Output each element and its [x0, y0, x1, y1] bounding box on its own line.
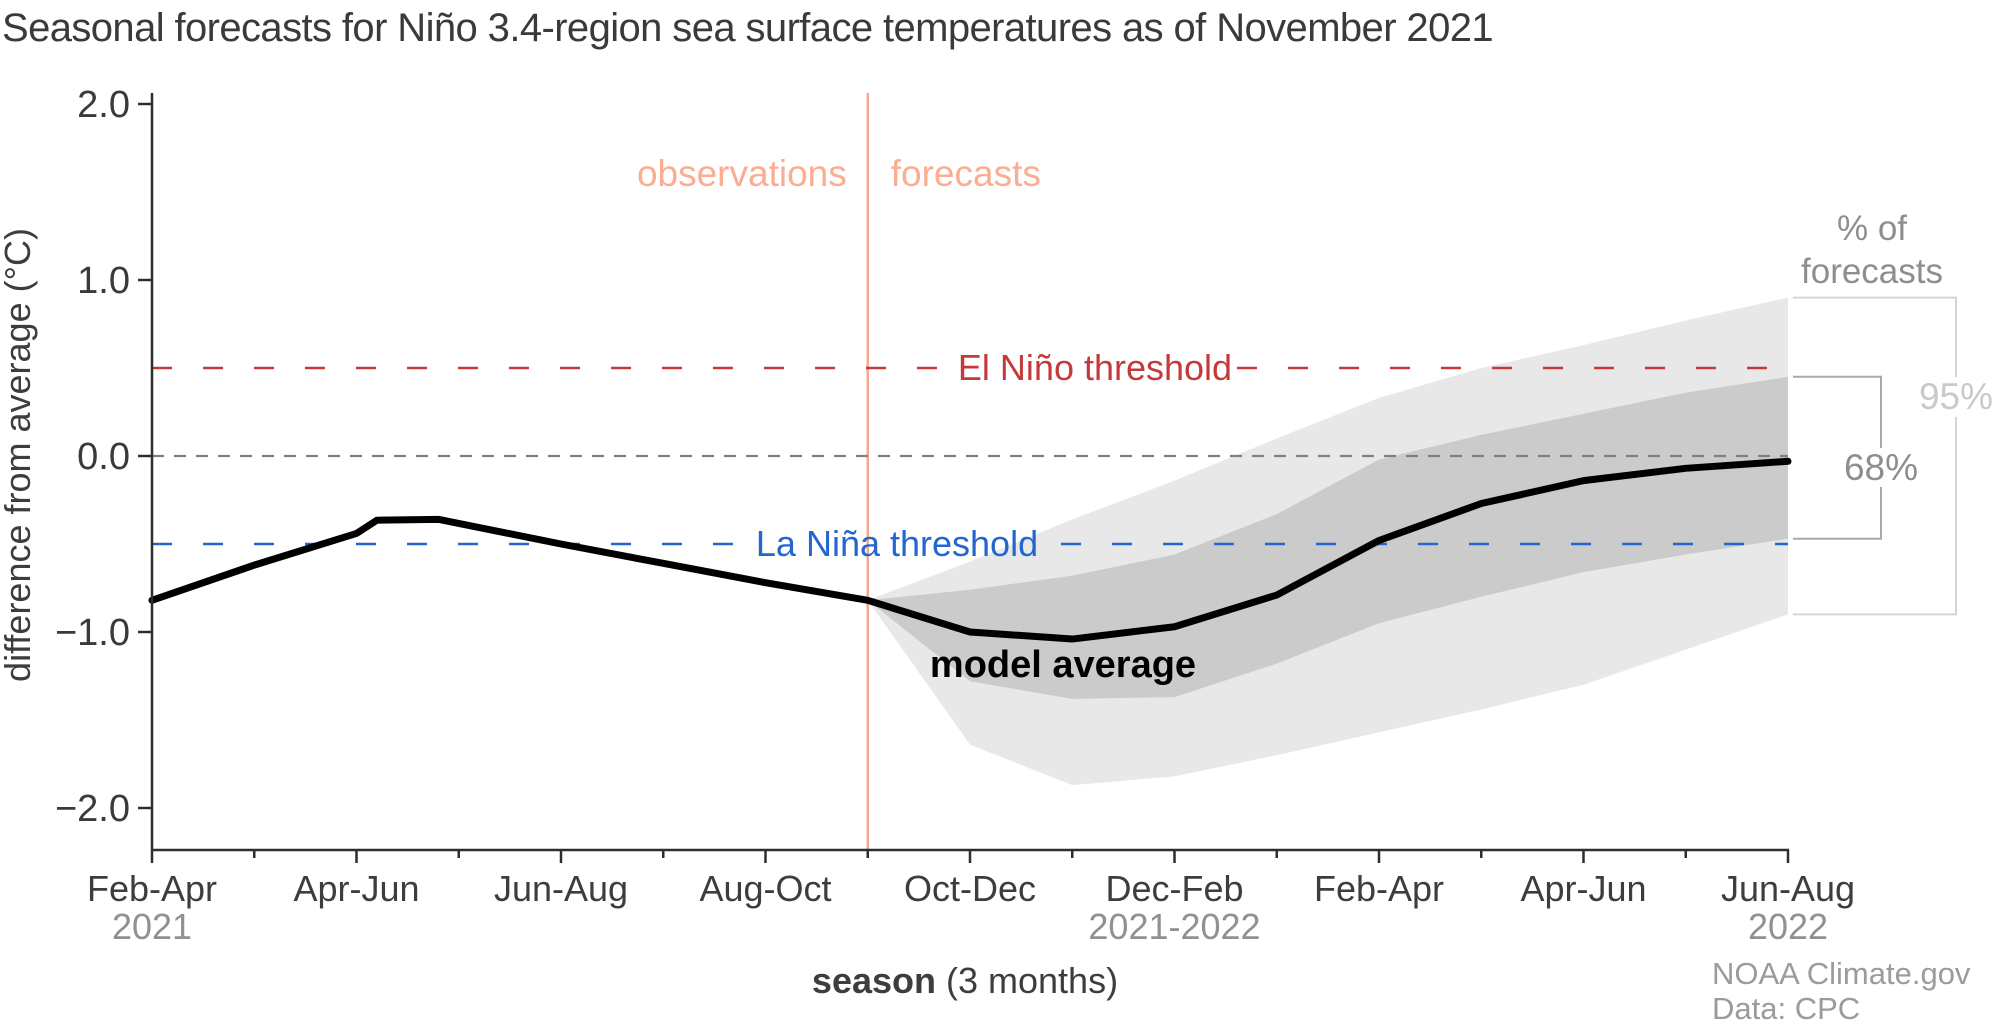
band-68	[867, 376, 1788, 699]
x-tick-label: Oct-Dec	[904, 868, 1036, 909]
x-tick-label: Apr-Jun	[1520, 868, 1646, 909]
attribution-line-2: Data: CPC	[1712, 991, 1861, 1026]
pct-of-forecasts-label: forecasts	[1801, 252, 1943, 291]
x-tick-label: Feb-Apr	[87, 868, 217, 909]
forecasts-label: forecasts	[891, 153, 1041, 194]
y-tick-label: −2.0	[55, 788, 130, 830]
x-tick-label: Feb-Apr	[1314, 868, 1444, 909]
attribution: NOAA Climate.gov Data: CPC	[1712, 956, 1970, 1026]
bracket-95	[1793, 296, 1957, 616]
y-tick-label: 0.0	[77, 436, 130, 478]
attribution-line-1: NOAA Climate.gov	[1712, 956, 1971, 991]
pct-of-forecasts-label: % of	[1837, 209, 1907, 248]
x-tick-year-label: 2022	[1748, 906, 1828, 947]
el-nino-threshold-label: El Niño threshold	[958, 347, 1232, 388]
observations-label: observations	[637, 153, 847, 194]
model-average-label: model average	[930, 644, 1196, 686]
bracket-68	[1793, 375, 1882, 540]
x-tick-year-label: 2021	[112, 906, 192, 947]
x-tick-label: Apr-Jun	[293, 868, 419, 909]
y-axis-title: difference from average (°C)	[0, 228, 38, 682]
x-tick-year-label: 2021-2022	[1088, 906, 1260, 947]
y-tick-label: 2.0	[77, 84, 130, 126]
bracket-68-label: 68%	[1844, 447, 1918, 488]
x-tick-label: Jun-Aug	[494, 868, 628, 909]
la-nina-threshold-label: La Niña threshold	[756, 523, 1038, 564]
x-tick-label: Aug-Oct	[699, 868, 831, 909]
x-axis-title: season (3 months)	[812, 960, 1118, 1001]
x-tick-label: Dec-Feb	[1105, 868, 1243, 909]
y-tick-label: 1.0	[77, 260, 130, 302]
model-average-line	[148, 457, 1792, 643]
y-tick-label: −1.0	[55, 612, 130, 654]
x-tick-label: Jun-Aug	[1721, 868, 1855, 909]
chart-title: Seasonal forecasts for Niño 3.4-region s…	[2, 6, 1494, 50]
bracket-95-label: 95%	[1919, 376, 1993, 417]
